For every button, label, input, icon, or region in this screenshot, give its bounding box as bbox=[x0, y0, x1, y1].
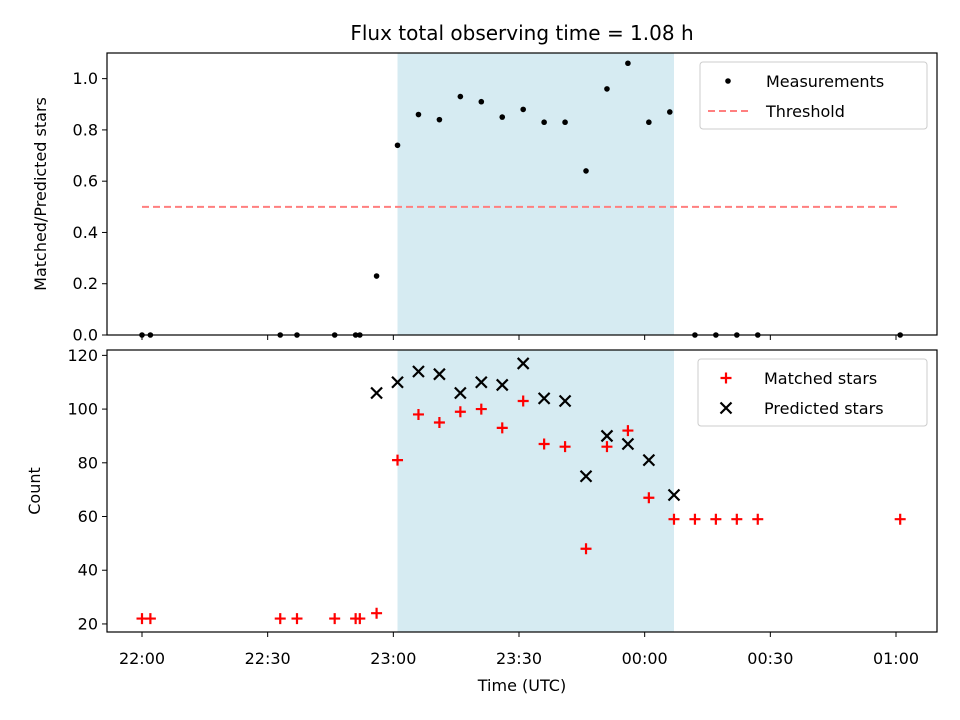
data-point bbox=[668, 513, 680, 525]
legend-label: Threshold bbox=[765, 102, 845, 121]
data-point bbox=[643, 492, 655, 504]
data-point bbox=[894, 513, 906, 525]
data-point bbox=[454, 406, 466, 418]
data-point bbox=[622, 425, 634, 437]
x-tick-label: 00:30 bbox=[747, 649, 793, 668]
x-tick-label: 01:00 bbox=[873, 649, 919, 668]
data-point bbox=[433, 367, 446, 381]
data-point bbox=[689, 513, 701, 525]
data-point bbox=[583, 168, 589, 174]
x-tick-label: 00:00 bbox=[622, 649, 668, 668]
data-point bbox=[436, 116, 443, 123]
data-point bbox=[559, 441, 571, 453]
data-point bbox=[394, 142, 401, 149]
data-point bbox=[537, 392, 551, 405]
data-point bbox=[371, 607, 383, 619]
data-point bbox=[144, 613, 156, 625]
x-tick-label: 22:00 bbox=[119, 649, 165, 668]
observing-window-shade bbox=[397, 350, 674, 632]
data-point bbox=[625, 60, 631, 67]
data-point bbox=[520, 106, 526, 113]
data-point bbox=[667, 488, 681, 502]
x-tick-label: 23:00 bbox=[370, 649, 416, 668]
y-tick-label: 40 bbox=[78, 561, 98, 580]
data-point bbox=[415, 111, 422, 118]
y-axis-label: Matched/Predicted stars bbox=[31, 97, 50, 291]
legend-swatch bbox=[719, 401, 733, 415]
y-tick-label: 0.2 bbox=[73, 274, 98, 293]
data-point bbox=[373, 273, 380, 279]
data-point bbox=[370, 386, 383, 400]
x-tick-label: 22:30 bbox=[245, 649, 291, 668]
y-tick-label: 0.6 bbox=[73, 172, 98, 191]
data-point bbox=[621, 437, 635, 451]
plot-frame bbox=[106, 52, 938, 336]
data-point bbox=[558, 394, 572, 408]
data-point bbox=[580, 543, 592, 555]
legend-box bbox=[697, 358, 928, 427]
data-point bbox=[475, 375, 488, 389]
data-point bbox=[391, 375, 404, 389]
y-tick-label: 0.0 bbox=[73, 326, 98, 345]
legend-label: Predicted stars bbox=[764, 399, 884, 418]
data-point bbox=[579, 469, 593, 483]
y-tick-label: 1.0 bbox=[73, 69, 98, 88]
data-point bbox=[538, 438, 550, 450]
y-tick-label: 20 bbox=[78, 614, 98, 633]
data-point bbox=[601, 441, 613, 453]
plot-frame bbox=[106, 349, 938, 633]
data-point bbox=[291, 613, 303, 625]
x-axis-label: Time (UTC) bbox=[477, 676, 566, 695]
data-point bbox=[646, 119, 652, 126]
y-tick-label: 0.4 bbox=[73, 223, 98, 242]
data-point bbox=[710, 513, 722, 525]
data-point bbox=[600, 429, 614, 443]
data-point bbox=[433, 417, 445, 429]
data-point bbox=[642, 453, 656, 467]
chart-title: Flux total observing time = 1.08 h bbox=[350, 21, 693, 45]
data-point bbox=[541, 119, 547, 126]
data-point bbox=[667, 109, 673, 115]
y-tick-label: 0.8 bbox=[73, 120, 98, 139]
data-point bbox=[392, 454, 404, 466]
y-axis-label: Count bbox=[25, 467, 44, 515]
data-point bbox=[496, 422, 508, 434]
legend-box bbox=[699, 61, 928, 130]
series-predicted-stars bbox=[370, 357, 681, 502]
data-point bbox=[495, 378, 509, 392]
legend: Matched stars Predicted stars bbox=[697, 358, 928, 427]
data-point bbox=[412, 365, 425, 378]
data-point bbox=[604, 86, 610, 92]
top-panel: 0.0 0.2 0.4 0.6 0.8 1.0 Matched/Predicted star… bbox=[31, 52, 938, 345]
legend-label: Measurements bbox=[766, 72, 884, 91]
data-point bbox=[499, 114, 506, 120]
y-tick-label: 120 bbox=[67, 346, 98, 365]
data-point bbox=[457, 93, 464, 100]
data-point bbox=[274, 613, 286, 625]
data-point bbox=[412, 408, 424, 420]
observing-window-shade bbox=[397, 53, 674, 335]
legend-label: Matched stars bbox=[764, 369, 877, 388]
y-tick-label: 60 bbox=[78, 507, 98, 526]
data-point bbox=[329, 613, 341, 625]
series-matched-stars bbox=[136, 395, 906, 625]
legend: Measurements Threshold bbox=[699, 61, 928, 130]
legend-swatch bbox=[725, 78, 731, 84]
y-tick-label: 80 bbox=[78, 453, 98, 472]
data-point bbox=[752, 513, 764, 525]
data-point bbox=[478, 98, 485, 105]
data-point bbox=[354, 613, 366, 625]
bottom-panel: 20 40 60 80 100 120 Count Matched stars Predicte… bbox=[25, 346, 938, 637]
data-point bbox=[516, 357, 530, 370]
x-tick-label: 23:30 bbox=[496, 649, 542, 668]
data-point bbox=[731, 513, 743, 525]
data-point bbox=[517, 395, 529, 407]
data-point bbox=[475, 403, 487, 415]
shared-x-axis: 22:00 22:30 23:00 23:30 00:00 00:30 01:00 bbox=[119, 649, 919, 668]
legend-swatch bbox=[720, 372, 732, 384]
data-point bbox=[454, 386, 467, 400]
data-point bbox=[562, 119, 568, 126]
y-tick-label: 100 bbox=[67, 400, 98, 419]
